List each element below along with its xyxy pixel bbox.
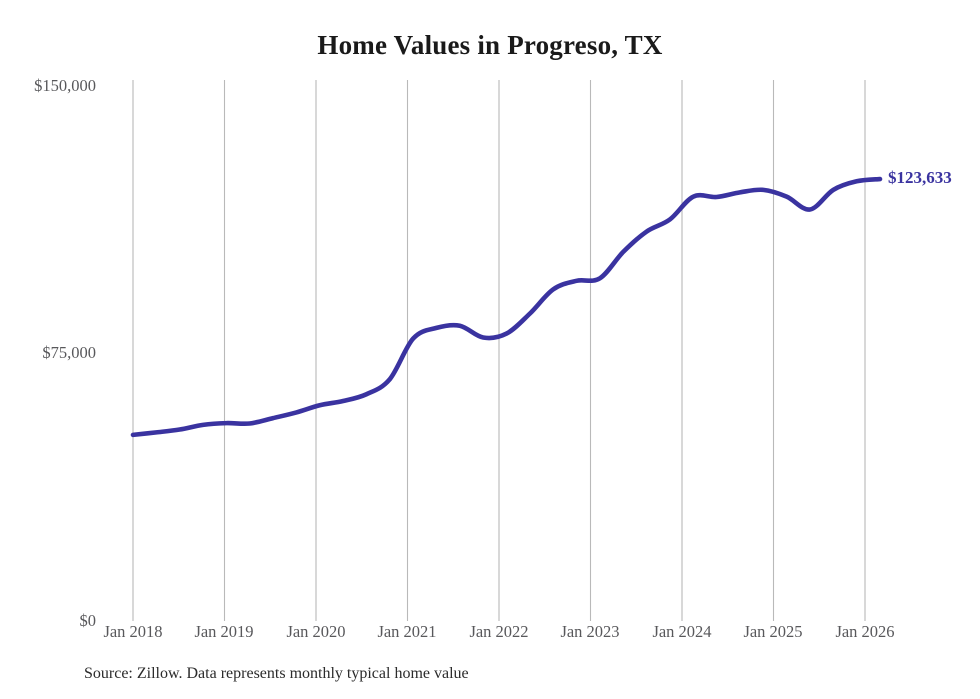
x-tick-jan-2022: Jan 2022 <box>469 622 529 641</box>
x-tick-jan-2026: Jan 2026 <box>835 622 895 641</box>
x-tick-jan-2021: Jan 2021 <box>377 622 437 641</box>
y-tick-75000: $75,000 <box>42 343 96 362</box>
y-tick-150000: $150,000 <box>34 76 96 95</box>
home-value-line <box>130 176 883 438</box>
x-tick-jan-2018: Jan 2018 <box>103 622 163 641</box>
x-tick-jan-2020: Jan 2020 <box>286 622 346 641</box>
source-note: Source: Zillow. Data represents monthly … <box>84 665 469 682</box>
x-tick-jan-2023: Jan 2023 <box>560 622 620 641</box>
x-tick-jan-2019: Jan 2019 <box>194 622 254 641</box>
chart-title: Home Values in Progreso, TX <box>317 30 663 60</box>
y-tick-0: $0 <box>79 611 97 630</box>
gridlines <box>132 80 866 621</box>
end-value-label: $123,633 <box>888 168 952 188</box>
x-tick-jan-2025: Jan 2025 <box>743 622 803 641</box>
x-tick-jan-2024: Jan 2024 <box>652 622 712 641</box>
